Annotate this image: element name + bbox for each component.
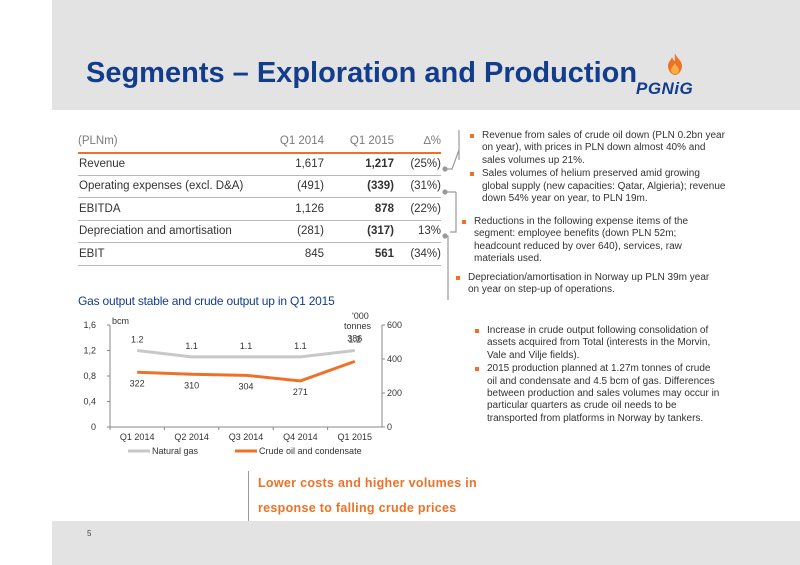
y-right-tick-label: 0 [387, 422, 392, 432]
y-left-tick-label: 0,4 [83, 397, 96, 407]
notes-revenue: Revenue from sales of crude oil down (PL… [467, 130, 727, 206]
y-left-axis-label: bcm [112, 316, 129, 326]
connector-revenue [445, 149, 460, 170]
row-label: Revenue [78, 152, 258, 176]
cell-change: (22%) [394, 197, 441, 221]
x-tick-label: Q1 2014 [120, 432, 155, 442]
x-tick-label: Q3 2014 [229, 432, 264, 442]
data-label-crude-oil: 310 [184, 380, 199, 390]
table-header-row: (PLNm) Q1 2014 Q1 2015 ∆% [78, 130, 441, 154]
connector-opex-vertical [450, 192, 457, 233]
cell-q1-2014: 1,617 [258, 152, 324, 176]
column-header-q1-2015: Q1 2015 [324, 130, 394, 154]
connector-dot-revenue [442, 166, 448, 172]
table-row-depreciation: Depreciation and amortisation (281) (317… [78, 220, 441, 243]
financial-table: (PLNm) Q1 2014 Q1 2015 ∆% Revenue 1,617 … [78, 130, 441, 266]
data-label-natural-gas: 1.2 [349, 335, 362, 345]
logo-wordmark: PGNiG [636, 79, 694, 98]
row-label: EBIT [78, 242, 258, 266]
callout-box: Lower costs and higher volumes in respon… [248, 471, 528, 521]
note-opex-reductions: Reductions in the following expense item… [459, 216, 709, 266]
note-revenue-crude: Revenue from sales of crude oil down (PL… [467, 130, 727, 167]
x-tick-label: Q1 2015 [338, 432, 373, 442]
note-depreciation-norway: Depreciation/amortisation in Norway up P… [453, 272, 723, 297]
cell-q1-2015: 1,217 [324, 152, 394, 176]
y-right-tick-label: 200 [387, 388, 402, 398]
company-logo: PGNiG [636, 52, 716, 100]
note-revenue-helium: Sales volumes of helium preserved amid g… [467, 168, 727, 205]
cell-q1-2015: 878 [324, 197, 394, 221]
connector-dot-depreciation [442, 233, 448, 239]
connector-depreciation [445, 235, 449, 300]
cell-change: 13% [394, 220, 441, 243]
page-title: Segments – Exploration and Production [86, 57, 638, 89]
note-output-crude: Increase in crude output following conso… [472, 325, 722, 362]
cell-q1-2015: (317) [324, 220, 394, 243]
cell-change: (31%) [394, 175, 441, 198]
data-label-crude-oil: 271 [293, 387, 308, 397]
callout-line-1: Lower costs and higher volumes in [258, 476, 477, 490]
cell-q1-2015: (339) [324, 175, 394, 198]
output-chart: 0 0,4 0,8 1,2 1,6 0 200 400 600 Q1 2014 Q2 2014 Q3 … [83, 311, 402, 456]
data-label-crude-oil: 322 [130, 378, 145, 388]
row-label: Operating expenses (excl. D&A) [78, 175, 258, 198]
table-row-ebitda: EBITDA 1,126 878 (22%) [78, 197, 441, 221]
note-output-plan: 2015 production planned at 1.27m tonnes … [472, 363, 722, 425]
table-row-opex: Operating expenses (excl. D&A) (491) (33… [78, 175, 441, 198]
series-line-crude-oil [137, 359, 356, 383]
y-right-tick-label: 600 [387, 320, 402, 330]
data-label-crude-oil: 386 [347, 333, 362, 343]
y-right-axis-label-line-2: tonnes [344, 321, 372, 331]
legend-label-natural-gas: Natural gas [152, 446, 199, 456]
y-left-tick-label: 0,8 [83, 371, 96, 381]
row-label: Depreciation and amortisation [78, 220, 258, 243]
flame-icon [668, 53, 682, 75]
data-label-natural-gas: 1.1 [240, 341, 253, 351]
cell-change: (34%) [394, 242, 441, 266]
cell-q1-2014: 1,126 [258, 197, 324, 221]
cell-change: (25%) [394, 152, 441, 176]
column-header-q1-2014: Q1 2014 [258, 130, 324, 154]
data-label-natural-gas: 1.2 [131, 335, 144, 345]
y-right-axis-label-line-1: '000 [352, 311, 369, 321]
row-label: EBITDA [78, 197, 258, 221]
page-number: 5 [87, 529, 92, 538]
column-header-label: (PLNm) [78, 130, 258, 154]
x-tick-label: Q2 2014 [174, 432, 209, 442]
cell-q1-2015: 561 [324, 242, 394, 266]
notes-depreciation: Depreciation/amortisation in Norway up P… [453, 272, 723, 298]
cell-q1-2014: (281) [258, 220, 324, 243]
y-left-tick-label: 0 [91, 422, 96, 432]
table-row-revenue: Revenue 1,617 1,217 (25%) [78, 152, 441, 176]
legend-label-crude-oil: Crude oil and condensate [259, 446, 362, 456]
data-label-natural-gas: 1.1 [294, 341, 307, 351]
cell-q1-2014: 845 [258, 242, 324, 266]
table-row-ebit: EBIT 845 561 (34%) [78, 242, 441, 266]
notes-opex: Reductions in the following expense item… [459, 216, 709, 267]
series-line-natural-gas [137, 349, 355, 359]
data-label-natural-gas: 1.1 [185, 341, 198, 351]
data-label-crude-oil: 304 [238, 381, 253, 391]
callout-line-2: response to falling crude prices [258, 501, 457, 515]
x-tick-label: Q4 2014 [283, 432, 318, 442]
cell-q1-2014: (491) [258, 175, 324, 198]
y-left-tick-label: 1,6 [83, 320, 96, 330]
footer-band [52, 521, 800, 565]
column-header-change: ∆% [394, 130, 441, 154]
notes-output: Increase in crude output following conso… [472, 325, 722, 426]
chart-title: Gas output stable and crude output up in… [78, 294, 335, 308]
y-right-tick-label: 400 [387, 354, 402, 364]
connector-dot-opex [442, 189, 448, 195]
y-left-tick-label: 1,2 [83, 346, 96, 356]
